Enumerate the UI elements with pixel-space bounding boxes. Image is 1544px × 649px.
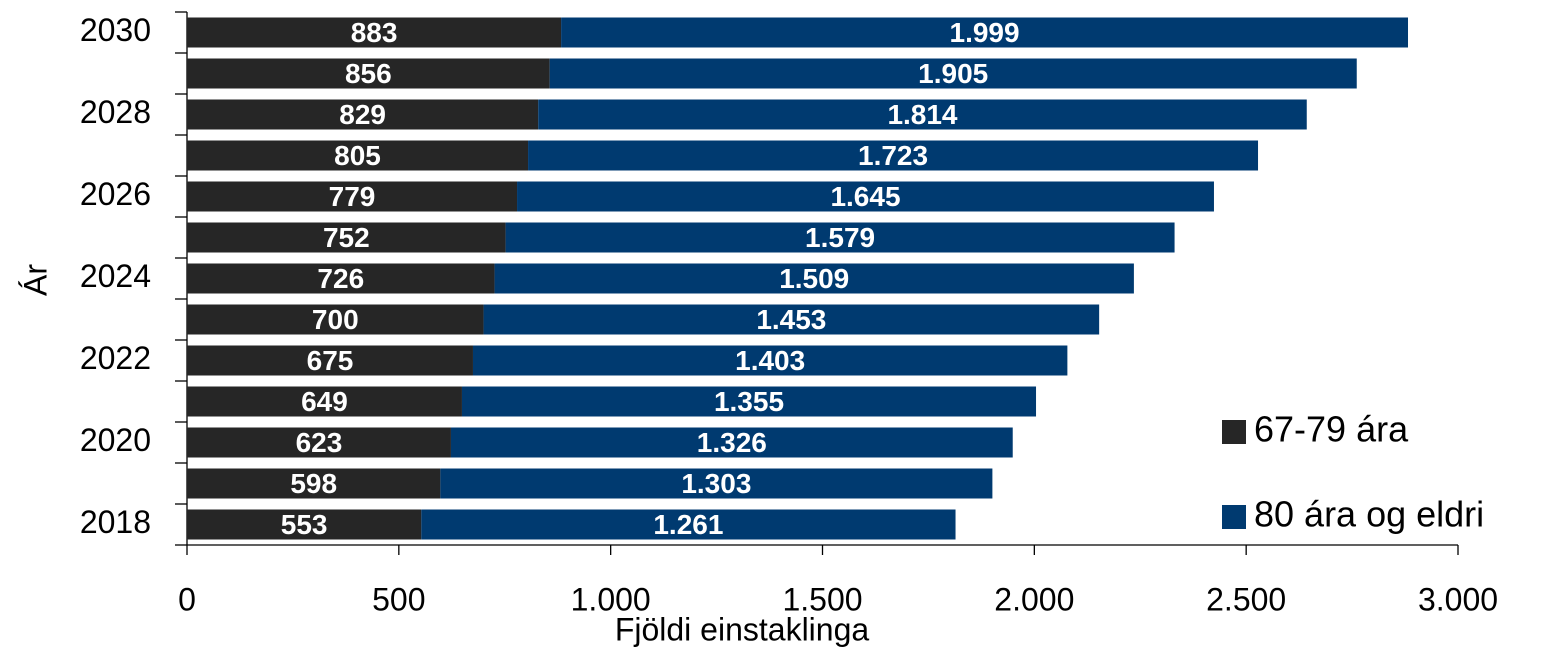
data-label: 1.303	[681, 468, 751, 499]
data-label: 553	[281, 509, 328, 540]
bar-segment	[187, 222, 506, 253]
y-tick-label: 2024	[80, 258, 151, 294]
bar-segment	[187, 304, 484, 335]
bar-segment	[538, 99, 1307, 130]
y-tick-label: 2030	[80, 12, 151, 48]
x-tick-label: 1.500	[782, 581, 862, 617]
bar-segment	[187, 58, 550, 89]
x-axis-title: Fjöldi einstaklinga	[615, 611, 870, 647]
data-label: 1.453	[756, 304, 826, 335]
x-tick-label: 2.500	[1206, 581, 1286, 617]
data-label: 675	[307, 345, 354, 376]
y-axis-title: Ár	[17, 264, 53, 296]
data-label: 598	[290, 468, 337, 499]
data-label: 1.355	[714, 386, 784, 417]
bar-segment	[494, 263, 1134, 294]
legend-label: 67-79 ára	[1254, 409, 1409, 450]
data-label: 1.579	[805, 222, 875, 253]
bar-segment	[187, 386, 462, 417]
data-label: 883	[351, 17, 398, 48]
y-tick-label: 2020	[80, 422, 151, 458]
data-label: 700	[312, 304, 359, 335]
bar-segment	[187, 181, 518, 212]
legend-swatch	[1222, 505, 1246, 529]
data-label: 829	[339, 99, 386, 130]
legend-swatch	[1222, 420, 1246, 444]
data-label: 1.814	[887, 99, 957, 130]
data-label: 1.403	[735, 345, 805, 376]
data-label: 1.999	[950, 17, 1020, 48]
data-label: 649	[301, 386, 348, 417]
data-label: 779	[329, 181, 376, 212]
data-label: 1.905	[918, 58, 988, 89]
x-tick-label: 2.000	[994, 581, 1074, 617]
bar-segment	[187, 17, 562, 48]
x-tick-label: 1.000	[571, 581, 651, 617]
data-label: 1.509	[779, 263, 849, 294]
x-tick-label: 500	[372, 581, 425, 617]
bar-segment	[561, 17, 1409, 48]
bar-segment	[187, 509, 422, 540]
data-label: 726	[317, 263, 364, 294]
data-label: 1.261	[653, 509, 723, 540]
bar-segment	[483, 304, 1100, 335]
y-tick-label: 2028	[80, 94, 151, 130]
bar-segment	[187, 427, 451, 458]
data-label: 752	[323, 222, 370, 253]
bar-segment	[472, 345, 1068, 376]
bar-segment	[549, 58, 1357, 89]
bar-segment	[187, 345, 473, 376]
bar-segment	[440, 468, 993, 499]
data-label: 1.645	[830, 181, 900, 212]
bar-segment	[187, 140, 529, 171]
x-tick-label: 3.000	[1418, 581, 1498, 617]
bar-segment	[187, 99, 539, 130]
data-label: 623	[296, 427, 343, 458]
y-tick-label: 2022	[80, 340, 151, 376]
bar-segment	[450, 427, 1013, 458]
bar-segment	[517, 181, 1214, 212]
data-label: 1.723	[858, 140, 928, 171]
bar-segment	[461, 386, 1037, 417]
data-label: 1.326	[697, 427, 767, 458]
bar-segment	[421, 509, 956, 540]
bar-segment	[505, 222, 1175, 253]
bar-segment	[187, 263, 495, 294]
y-tick-label: 2018	[80, 504, 151, 540]
y-tick-label: 2026	[80, 176, 151, 212]
data-label: 805	[334, 140, 381, 171]
bar-segment	[528, 140, 1259, 171]
x-tick-label: 0	[178, 581, 196, 617]
bar-segment	[187, 468, 441, 499]
legend-label: 80 ára og eldri	[1254, 494, 1484, 535]
data-label: 856	[345, 58, 392, 89]
